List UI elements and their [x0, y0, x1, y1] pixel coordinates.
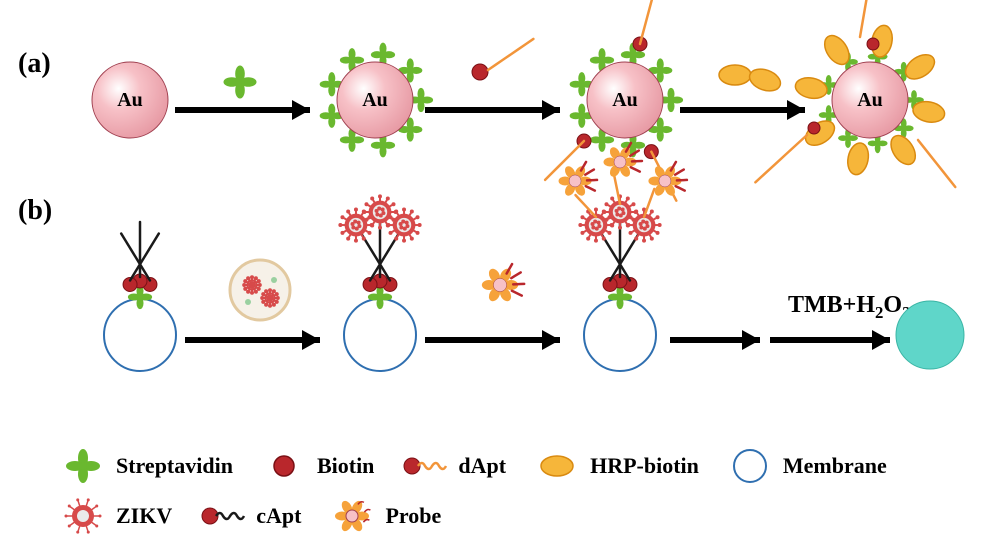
legend-membrane-label: Membrane: [783, 453, 887, 479]
svg-text:Au: Au: [857, 89, 883, 111]
legend-capt: cApt: [200, 495, 301, 537]
legend-dapt: dApt: [402, 445, 506, 487]
svg-text:Au: Au: [612, 89, 638, 111]
legend-membrane: Membrane: [727, 445, 887, 487]
legend-probe-label: Probe: [385, 503, 441, 529]
legend: Streptavidin Biotin dApt HRP-biotin Membrane…: [60, 445, 940, 545]
legend-streptavidin: Streptavidin: [60, 445, 233, 487]
legend-capt-label: cApt: [256, 503, 301, 529]
biotin-icon: [261, 445, 307, 487]
legend-dapt-label: dApt: [458, 453, 506, 479]
legend-streptavidin-label: Streptavidin: [116, 453, 233, 479]
streptavidin-icon: [60, 445, 106, 487]
svg-text:Au: Au: [117, 89, 143, 111]
probe-icon: [329, 495, 375, 537]
hrp-icon: [534, 445, 580, 487]
legend-hrp-label: HRP-biotin: [590, 453, 699, 479]
legend-zikv: ZIKV: [60, 495, 172, 537]
capt-icon: [200, 495, 246, 537]
legend-hrp: HRP-biotin: [534, 445, 699, 487]
legend-biotin-label: Biotin: [317, 453, 374, 479]
zikv-icon: [60, 495, 106, 537]
membrane-icon: [727, 445, 773, 487]
scheme-diagram: Au Au Au Au: [0, 0, 1000, 440]
dapt-icon: [402, 445, 448, 487]
legend-probe: Probe: [329, 495, 441, 537]
legend-zikv-label: ZIKV: [116, 503, 172, 529]
svg-text:Au: Au: [362, 89, 388, 111]
legend-biotin: Biotin: [261, 445, 374, 487]
